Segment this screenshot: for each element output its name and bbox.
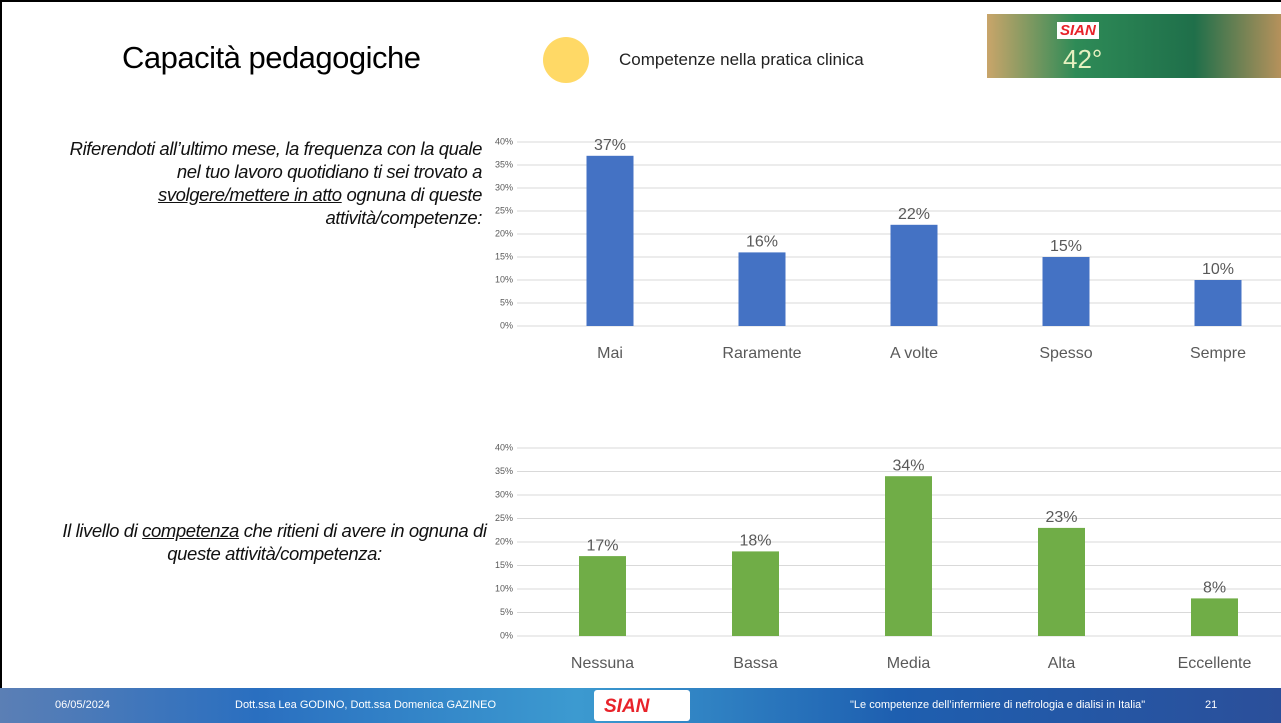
charts: 0% 5% 10% 15% 20% 25% 30% 35% 40% 37% Mai 16% Rarame… — [495, 136, 1281, 672]
congress-logo: SIAN 42° — [987, 14, 1281, 78]
y-tick-label: 10% — [495, 274, 513, 284]
question-text: ognuna di queste attività/competenze: — [325, 184, 482, 228]
data-label: 22% — [898, 206, 930, 223]
bar — [1038, 527, 1085, 636]
y-tick-label: 15% — [495, 251, 513, 261]
bar — [579, 556, 626, 636]
data-label: 17% — [586, 537, 618, 554]
x-tick-label: Spesso — [1039, 345, 1092, 362]
x-tick-label: A volte — [890, 345, 938, 362]
bar — [1191, 598, 1238, 636]
page-number: 21 — [1205, 699, 1218, 711]
x-tick-label: Alta — [1048, 655, 1076, 672]
bar — [586, 155, 634, 326]
question-text: che ritieni di avere in ognuna di queste… — [167, 520, 487, 564]
legend-label: Competenze nella pratica clinica — [619, 50, 864, 69]
y-tick-label: 35% — [495, 159, 513, 169]
footer: 06/05/2024 Dott.ssa Lea GODINO, Dott.ssa… — [0, 688, 1281, 723]
y-tick-label: 20% — [495, 536, 513, 546]
y-tick-label: 5% — [500, 297, 513, 307]
data-label: 16% — [746, 234, 778, 251]
y-tick-label: 10% — [495, 583, 513, 593]
x-tick-label: Nessuna — [571, 655, 634, 672]
bar — [738, 252, 786, 326]
question: Il livello di competenza che ritieni di … — [62, 519, 487, 565]
y-tick-label: 40% — [495, 442, 513, 452]
data-label: 15% — [1050, 238, 1082, 255]
data-label: 34% — [892, 457, 924, 474]
footer-date: 06/05/2024 — [55, 699, 111, 711]
question-text: Il livello di — [62, 520, 143, 541]
question-text: Riferendoti all’ultimo mese, la frequenz… — [69, 138, 483, 182]
y-tick-label: 30% — [495, 182, 513, 192]
x-tick-label: Sempre — [1190, 345, 1246, 362]
y-tick-label: 30% — [495, 489, 513, 499]
x-tick-label: Eccellente — [1178, 655, 1252, 672]
legend-marker — [543, 37, 589, 83]
y-tick-label: 25% — [495, 513, 513, 523]
footer-logo: SIAN — [594, 690, 690, 721]
y-tick-label: 0% — [500, 320, 513, 330]
bar — [1042, 257, 1090, 326]
y-tick-label: 0% — [500, 630, 513, 640]
y-tick-label: 40% — [495, 136, 513, 146]
logo-name: SIAN — [1057, 22, 1099, 39]
y-tick-label: 25% — [495, 205, 513, 215]
footer-logo-text: SIAN — [604, 696, 650, 717]
x-tick-label: Raramente — [722, 345, 801, 362]
footer-quote: "Le competenze dell’infermiere di nefrol… — [850, 699, 1146, 711]
x-tick-label: Bassa — [733, 655, 778, 672]
y-tick-label: 20% — [495, 228, 513, 238]
x-tick-label: Mai — [597, 345, 623, 362]
question-text: svolgere/mettere in atto — [157, 184, 342, 205]
y-tick-label: 35% — [495, 466, 513, 476]
bar — [732, 551, 779, 636]
question: Riferendoti all’ultimo mese, la frequenz… — [62, 137, 483, 229]
logo-number: 42° — [1063, 44, 1103, 74]
slide-title: Capacità pedagogiche — [122, 40, 421, 75]
bar — [890, 224, 938, 326]
bar — [1194, 280, 1242, 326]
data-label: 23% — [1045, 509, 1077, 526]
question-text: competenza — [142, 520, 239, 541]
footer-authors: Dott.ssa Lea GODINO, Dott.ssa Domenica G… — [235, 699, 497, 711]
x-tick-label: Media — [887, 655, 931, 672]
data-label: 18% — [739, 533, 771, 550]
data-label: 10% — [1202, 261, 1234, 278]
bar — [885, 476, 932, 636]
data-label: 37% — [594, 137, 626, 154]
data-label: 8% — [1203, 580, 1226, 597]
y-tick-label: 5% — [500, 607, 513, 617]
y-tick-label: 15% — [495, 560, 513, 570]
